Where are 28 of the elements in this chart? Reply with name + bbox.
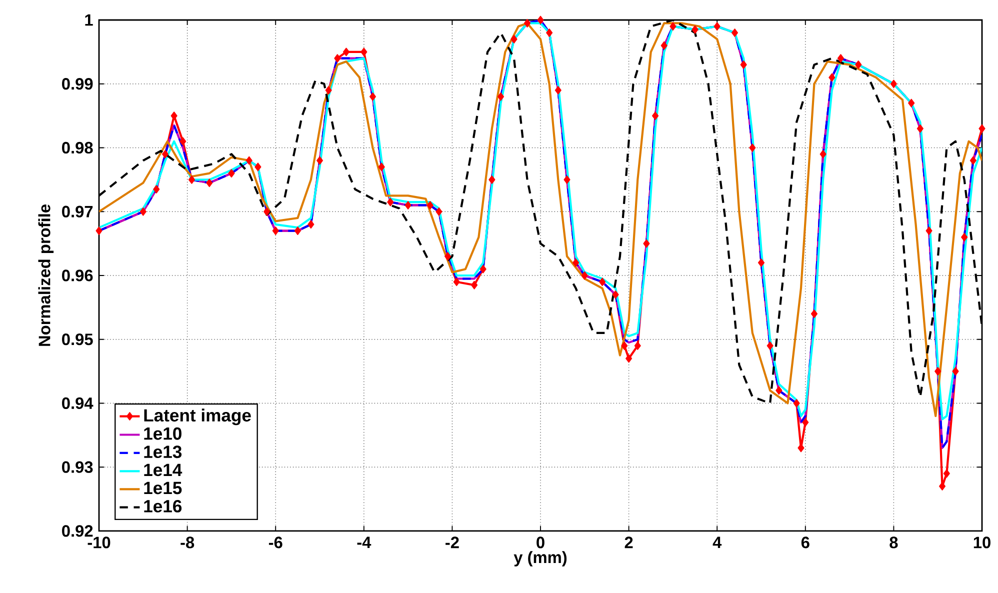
x-tick-label: 10 bbox=[974, 536, 990, 548]
y-tick-label: 0.98 bbox=[62, 142, 93, 154]
x-tick-label: 2 bbox=[624, 536, 633, 548]
y-tick-label: 0.92 bbox=[62, 525, 93, 537]
y-tick-label: 0.93 bbox=[62, 461, 93, 473]
x-tick-label: -2 bbox=[446, 536, 459, 548]
legend-label: 1e16 bbox=[144, 500, 182, 512]
legend-label: 1e10 bbox=[144, 427, 182, 440]
legend-label: 1e13 bbox=[144, 446, 182, 458]
y-tick-label: 1 bbox=[85, 14, 93, 26]
y-tick-label: 0.96 bbox=[62, 270, 93, 282]
x-tick-label: -10 bbox=[88, 536, 110, 548]
x-tick-label: 6 bbox=[801, 536, 810, 548]
x-tick-label: 4 bbox=[712, 536, 722, 548]
y-tick-label: 0.99 bbox=[62, 78, 93, 90]
legend-label: 1e15 bbox=[144, 482, 182, 494]
x-tick-label: -8 bbox=[180, 536, 194, 548]
y-axis-title: Normalized profile bbox=[38, 204, 54, 346]
x-tick-label: -4 bbox=[357, 536, 372, 548]
y-tick-label: 0.97 bbox=[62, 206, 93, 218]
y-tick-label: 0.94 bbox=[62, 397, 94, 410]
legend-label: 1e14 bbox=[144, 464, 182, 476]
x-axis-title: y (mm) bbox=[514, 551, 567, 566]
x-tick-label: 0 bbox=[536, 536, 544, 548]
legend-label: Latent image bbox=[144, 408, 251, 426]
y-tick-label: 0.95 bbox=[62, 334, 93, 346]
x-tick-label: 8 bbox=[890, 536, 898, 548]
x-tick-label: -6 bbox=[268, 536, 282, 548]
